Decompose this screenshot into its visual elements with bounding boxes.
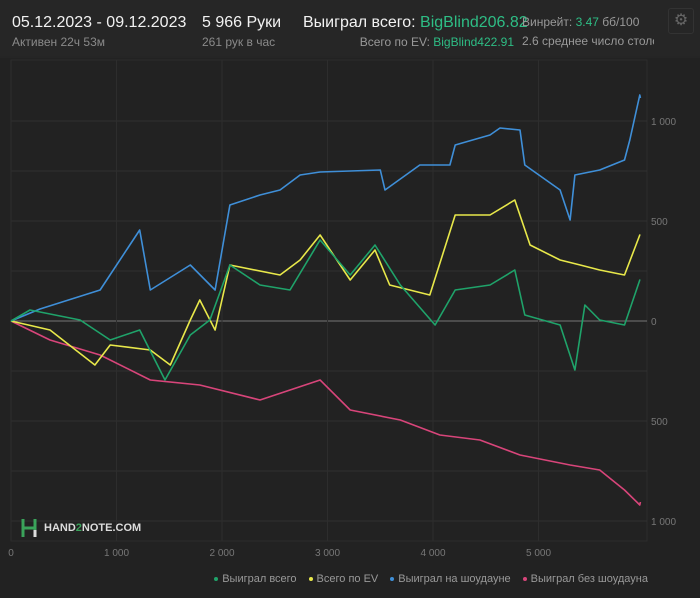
winrate-label: Винрейт: xyxy=(522,15,573,29)
logo-icon xyxy=(21,519,37,537)
legend-dot-icon xyxy=(390,577,395,582)
legend-dot-icon xyxy=(214,577,219,582)
logo-text-a: HAND xyxy=(44,522,76,534)
x-tick-label: 3 000 xyxy=(315,548,340,559)
x-tick-label: 5 000 xyxy=(526,548,551,559)
logo-text-b: 2 xyxy=(75,522,82,534)
x-tick-label: 2 000 xyxy=(209,548,234,559)
hands-count: 5 966 Руки xyxy=(202,14,282,31)
gear-icon[interactable]: ⚙ xyxy=(668,8,694,34)
legend-dot-icon xyxy=(522,577,527,582)
legend-item[interactable]: Всего по EV xyxy=(308,573,379,585)
hands-per-hour: 261 рук в час xyxy=(202,35,276,49)
avg-tables: 2.6 среднее число столс xyxy=(522,34,654,48)
x-tick-label: 4 000 xyxy=(420,548,445,559)
ev-label: Всего по EV: xyxy=(359,35,430,49)
logo-text-c: NOTE.COM xyxy=(81,522,142,534)
series-line xyxy=(10,239,641,381)
x-tick-label: 1 000 xyxy=(104,548,129,559)
summary-header: 05.12.2023 - 09.12.2023 Активен 22ч 53м … xyxy=(0,0,700,56)
y-tick-label: 1 000 xyxy=(651,117,676,128)
y-tick-label: 0 xyxy=(651,317,657,328)
legend-label: Всего по EV xyxy=(316,573,379,585)
date-range: 05.12.2023 - 09.12.2023 xyxy=(12,14,187,31)
won-total-label: Выиграл всего: xyxy=(303,14,416,31)
legend-label: Выиграл без шоудауна xyxy=(530,573,648,585)
won-total-value: BigBlind206.82 xyxy=(420,14,528,31)
chart-legend: Выиграл всего Всего по EV Выиграл на шоуда… xyxy=(214,573,648,585)
series-line xyxy=(10,320,642,506)
legend-label: Выиграл всего xyxy=(222,573,297,585)
series-line xyxy=(10,199,641,366)
legend-item[interactable]: Выиграл без шоудауна xyxy=(522,573,648,585)
won-total: Выиграл всего: BigBlind206.82 xyxy=(303,14,528,32)
active-time: Активен 22ч 53м xyxy=(12,35,105,49)
legend-item[interactable]: Выиграл на шоудауне xyxy=(390,573,511,585)
series-line xyxy=(10,94,642,322)
winrate: Винрейт: 3.47 бб/100 xyxy=(522,15,639,29)
winrate-value: 3.47 xyxy=(575,15,599,29)
winrate-unit: бб/100 xyxy=(602,15,640,29)
legend-label: Выиграл на шоудауне xyxy=(398,573,511,585)
x-tick-label: 0 xyxy=(8,548,14,559)
y-tick-label: 1 000 xyxy=(651,517,676,528)
ev-total: Всего по EV: BigBlind422.91 xyxy=(360,35,514,49)
legend-item[interactable]: Выиграл всего xyxy=(214,573,297,585)
legend-dot-icon xyxy=(308,577,313,582)
ev-value: BigBlind422.91 xyxy=(433,35,514,49)
y-tick-label: 500 xyxy=(651,217,668,228)
hand2note-logo: HAND 2 NOTE.COM xyxy=(20,518,141,538)
y-tick-label: 500 xyxy=(651,417,668,428)
plot-frame xyxy=(10,59,648,542)
